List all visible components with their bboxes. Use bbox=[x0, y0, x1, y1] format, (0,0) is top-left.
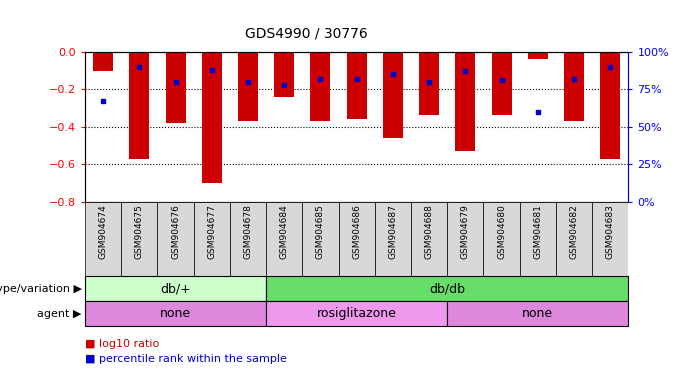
Text: rosiglitazone: rosiglitazone bbox=[317, 308, 396, 320]
Text: GSM904678: GSM904678 bbox=[243, 204, 252, 259]
Bar bbox=[274, 52, 294, 97]
Bar bbox=[419, 52, 439, 116]
Bar bbox=[166, 52, 186, 123]
Bar bbox=[592, 202, 628, 276]
Bar bbox=[311, 52, 330, 121]
Bar bbox=[528, 52, 547, 60]
Bar bbox=[158, 202, 194, 276]
Text: GSM904682: GSM904682 bbox=[569, 204, 579, 258]
Bar bbox=[93, 52, 113, 71]
Bar bbox=[483, 202, 520, 276]
Bar bbox=[85, 202, 121, 276]
Text: GSM904686: GSM904686 bbox=[352, 204, 361, 259]
Text: GSM904680: GSM904680 bbox=[497, 204, 506, 259]
Text: db/db: db/db bbox=[429, 283, 465, 295]
Text: genotype/variation ▶: genotype/variation ▶ bbox=[0, 284, 82, 294]
Bar bbox=[411, 202, 447, 276]
Text: GSM904688: GSM904688 bbox=[424, 204, 434, 259]
Text: ■ percentile rank within the sample: ■ percentile rank within the sample bbox=[85, 354, 287, 364]
Text: GSM904687: GSM904687 bbox=[388, 204, 397, 259]
Text: GSM904677: GSM904677 bbox=[207, 204, 216, 259]
Text: db/+: db/+ bbox=[160, 283, 191, 295]
Bar bbox=[600, 52, 620, 159]
Bar bbox=[230, 202, 266, 276]
Bar bbox=[121, 202, 158, 276]
Bar bbox=[194, 202, 230, 276]
Bar bbox=[447, 202, 483, 276]
Text: GSM904675: GSM904675 bbox=[135, 204, 144, 259]
Text: GSM904685: GSM904685 bbox=[316, 204, 325, 259]
Bar bbox=[492, 52, 511, 116]
Text: none: none bbox=[522, 308, 554, 320]
Bar bbox=[383, 52, 403, 138]
Bar bbox=[303, 202, 339, 276]
Bar bbox=[339, 202, 375, 276]
Bar bbox=[564, 52, 584, 121]
Text: GSM904674: GSM904674 bbox=[99, 204, 107, 258]
Text: none: none bbox=[160, 308, 191, 320]
Bar bbox=[520, 202, 556, 276]
Text: GSM904679: GSM904679 bbox=[461, 204, 470, 259]
Bar bbox=[238, 52, 258, 121]
Text: GDS4990 / 30776: GDS4990 / 30776 bbox=[245, 26, 367, 40]
Bar bbox=[129, 52, 150, 159]
Text: GSM904676: GSM904676 bbox=[171, 204, 180, 259]
Bar bbox=[266, 202, 303, 276]
Bar bbox=[202, 52, 222, 183]
Bar bbox=[375, 202, 411, 276]
Text: GSM904684: GSM904684 bbox=[279, 204, 289, 258]
Bar bbox=[456, 52, 475, 151]
Bar bbox=[556, 202, 592, 276]
Text: GSM904683: GSM904683 bbox=[606, 204, 615, 259]
Text: agent ▶: agent ▶ bbox=[37, 309, 82, 319]
Text: ■ log10 ratio: ■ log10 ratio bbox=[85, 339, 159, 349]
Text: GSM904681: GSM904681 bbox=[533, 204, 542, 259]
Bar bbox=[347, 52, 367, 119]
